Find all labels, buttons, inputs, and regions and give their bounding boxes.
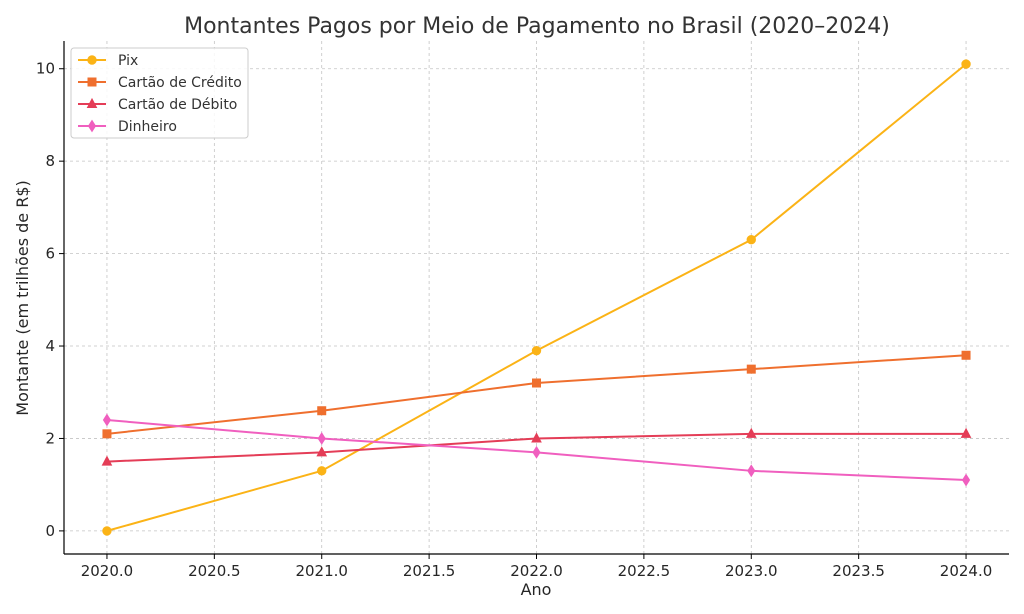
series-pix bbox=[102, 59, 971, 536]
x-tick-label: 2022.5 bbox=[618, 562, 671, 580]
data-point bbox=[102, 526, 112, 536]
y-tick-label: 8 bbox=[45, 152, 55, 170]
data-point bbox=[101, 455, 113, 466]
data-point bbox=[317, 432, 326, 445]
y-tick-label: 10 bbox=[36, 60, 55, 78]
data-point bbox=[960, 427, 972, 438]
x-tick-label: 2024.0 bbox=[940, 562, 993, 580]
series-group bbox=[101, 59, 972, 536]
data-point bbox=[961, 473, 971, 487]
legend-box bbox=[70, 47, 249, 139]
legend-item: Pix bbox=[78, 53, 138, 69]
y-tick-label: 0 bbox=[45, 522, 55, 540]
legend: Pix Cartão de Crédito Cartão de Débito Dinh… bbox=[70, 47, 249, 139]
axes: 2020.0 2020.5 2021.0 2021.5 2022.0 2022.5 2023… bbox=[36, 41, 1009, 580]
data-point bbox=[746, 364, 756, 374]
data-point bbox=[317, 466, 327, 476]
x-tick-label: 2021.0 bbox=[295, 562, 348, 580]
data-point bbox=[747, 464, 756, 478]
data-point bbox=[531, 345, 542, 356]
x-tick-label: 2023.5 bbox=[832, 562, 885, 580]
data-point bbox=[961, 350, 971, 360]
data-point bbox=[532, 378, 541, 388]
y-tick-label: 4 bbox=[45, 337, 55, 355]
chart-title: Montantes Pagos por Meio de Pagamento no… bbox=[184, 14, 890, 39]
legend-marker bbox=[87, 55, 97, 65]
data-point bbox=[532, 445, 541, 459]
x-tick-label: 2020.5 bbox=[188, 562, 241, 580]
y-tick-label: 6 bbox=[45, 245, 55, 263]
x-tick-label: 2021.5 bbox=[403, 562, 456, 580]
data-point bbox=[102, 429, 112, 439]
legend-item: Cartão de Débito bbox=[78, 97, 237, 113]
x-tick-label: 2020.0 bbox=[81, 562, 134, 580]
legend-marker bbox=[87, 119, 97, 133]
legend-item: Cartão de Crédito bbox=[78, 75, 242, 91]
data-point bbox=[746, 235, 756, 245]
x-axis-label: Ano bbox=[521, 580, 552, 599]
series-cart-o-de-cr-dito bbox=[102, 350, 971, 439]
legend-label: Cartão de Crédito bbox=[118, 75, 242, 91]
legend-marker bbox=[87, 77, 97, 87]
data-point bbox=[531, 432, 542, 443]
y-axis-label: Montante (em trilhões de R$) bbox=[13, 180, 32, 415]
data-point bbox=[745, 427, 757, 438]
data-point bbox=[961, 59, 971, 69]
data-point bbox=[102, 413, 112, 427]
legend-label: Cartão de Débito bbox=[118, 97, 237, 113]
series-dinheiro bbox=[102, 413, 971, 487]
legend-label: Dinheiro bbox=[118, 119, 177, 135]
legend-item: Dinheiro bbox=[78, 119, 177, 135]
x-tick-label: 2023.0 bbox=[725, 562, 778, 580]
series-cart-o-de-d-bito bbox=[101, 427, 972, 466]
data-point bbox=[317, 406, 327, 416]
data-point bbox=[316, 446, 328, 457]
legend-marker bbox=[86, 97, 98, 108]
legend-label: Pix bbox=[118, 53, 138, 69]
x-tick-label: 2022.0 bbox=[510, 562, 563, 580]
y-tick-label: 2 bbox=[45, 429, 55, 447]
